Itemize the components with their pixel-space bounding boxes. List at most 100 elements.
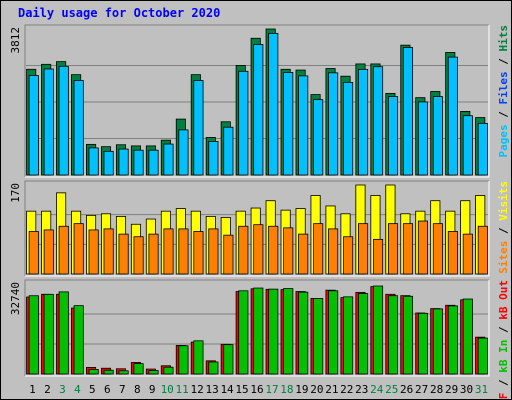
bar-top-pages-day-4: [73, 80, 84, 176]
bar-bottom-kb_in-day-21: [328, 290, 339, 375]
bar-top-pages-day-11: [178, 129, 189, 176]
bar-bottom-kb_in-day-8: [133, 363, 144, 375]
bar-bottom-kb_in-day-5: [88, 369, 99, 375]
bar-middle-sites-day-4: [73, 223, 84, 275]
legend-separator: /: [497, 320, 510, 340]
bar-middle-sites-day-5: [88, 229, 99, 275]
bar-middle-sites-day-20: [313, 223, 324, 275]
bar-bottom-kb_in-day-18: [283, 288, 294, 375]
y-axis-max-label: 170: [9, 183, 22, 203]
x-tick-label-day-5: 5: [89, 383, 96, 396]
bar-top-pages-day-27: [417, 101, 428, 176]
bar-top-pages-day-7: [118, 148, 129, 176]
bar-middle-sites-day-10: [163, 228, 174, 275]
bar-bottom-kb_in-day-13: [208, 361, 219, 375]
bar-top-pages-day-28: [432, 96, 443, 176]
x-tick-label-day-10: 10: [161, 383, 174, 396]
x-tick-label-day-16: 16: [250, 383, 263, 396]
bar-bottom-kb_in-day-25: [387, 295, 399, 375]
bar-bottom-kb_in-day-10: [163, 366, 174, 375]
bar-middle-sites-day-6: [103, 228, 114, 275]
bar-middle-sites-day-3: [58, 225, 69, 275]
bar-middle-sites-day-23: [358, 223, 369, 275]
x-tick-label-day-28: 28: [430, 383, 443, 396]
bar-bottom-kb_in-day-3: [58, 291, 69, 375]
bar-middle-sites-day-21: [328, 228, 339, 275]
bar-bottom-kb_in-day-16: [253, 287, 264, 375]
panel-bevel-light: [25, 25, 490, 178]
bar-top-pages-day-3: [58, 65, 69, 176]
bar-bottom-kb_in-day-31: [477, 337, 488, 375]
bar-middle-sites-day-13: [208, 228, 219, 275]
bar-bottom-kb_in-day-6: [103, 369, 114, 375]
bar-middle-sites-day-2: [43, 229, 54, 275]
bar-middle-sites-day-30: [462, 233, 473, 275]
bar-bottom-kb_in-day-24: [373, 285, 384, 375]
bar-top-pages-day-31: [477, 122, 488, 176]
legend-separator: /: [497, 221, 510, 241]
panel-bevel-dark: [24, 180, 489, 276]
bar-top-pages-day-10: [163, 143, 174, 176]
x-tick-label-day-14: 14: [220, 383, 234, 396]
bar-bottom-kb_in-day-26: [402, 295, 414, 375]
bar-middle-sites-day-26: [402, 223, 414, 275]
bar-top-pages-day-23: [358, 68, 369, 176]
bar-middle-sites-day-22: [343, 236, 354, 275]
x-tick-label-day-23: 23: [355, 383, 368, 396]
bar-middle-sites-day-18: [283, 227, 294, 275]
y-axis-max-label: 32740: [9, 282, 22, 315]
legend-item-visits: Visits: [497, 181, 510, 221]
x-tick-label-day-27: 27: [415, 383, 428, 396]
legend-item-pages: Pages: [497, 124, 510, 157]
legend-separator: /: [497, 373, 510, 393]
bar-bottom-kb_in-day-20: [313, 298, 324, 375]
bar-middle-sites-day-15: [238, 225, 249, 275]
panel-bevel-light: [25, 280, 490, 377]
bar-top-pages-day-12: [193, 80, 204, 176]
legend-separator: /: [497, 52, 510, 72]
x-tick-label-day-19: 19: [295, 383, 308, 396]
bar-bottom-kb_in-day-23: [358, 293, 369, 375]
bar-top-pages-day-25: [387, 96, 399, 176]
x-tick-label-day-21: 21: [325, 383, 338, 396]
legend-bottom: kB F / kB In / kB Out: [497, 280, 510, 400]
bar-bottom-kb_in-day-11: [178, 345, 189, 375]
bar-bottom-kb_in-day-14: [223, 344, 234, 375]
x-tick-label-day-4: 4: [74, 383, 81, 396]
bar-top-pages-day-19: [298, 75, 309, 176]
bar-middle-sites-day-11: [178, 228, 189, 275]
x-tick-label-day-31: 31: [475, 383, 488, 396]
page-title: Daily usage for October 2020: [18, 6, 221, 20]
bar-top-pages-day-16: [253, 44, 264, 176]
bar-middle-sites-day-1: [28, 231, 39, 275]
bar-top-pages-day-9: [148, 149, 159, 176]
x-tick-label-day-30: 30: [460, 383, 473, 396]
x-tick-label-day-22: 22: [340, 383, 353, 396]
bar-bottom-kb_in-day-9: [148, 370, 159, 375]
legend-item-kb_out: kB Out: [497, 280, 510, 320]
legend-item-kb_in: kB In: [497, 340, 510, 373]
bar-top-pages-day-15: [238, 70, 249, 176]
bar-middle-sites-day-16: [253, 224, 264, 275]
x-tick-label-day-13: 13: [205, 383, 218, 396]
x-tick-label-day-2: 2: [44, 383, 51, 396]
bar-middle-sites-day-19: [298, 233, 309, 275]
bar-top-pages-day-24: [373, 66, 384, 176]
bar-middle-sites-day-12: [193, 231, 204, 275]
panel-bevel-dark: [24, 279, 489, 376]
bar-top-pages-day-17: [268, 32, 279, 176]
x-tick-label-day-12: 12: [191, 383, 204, 396]
x-tick-label-day-18: 18: [280, 383, 293, 396]
bar-bottom-kb_in-day-28: [432, 308, 443, 375]
x-tick-label-day-7: 7: [119, 383, 126, 396]
x-tick-label-day-26: 26: [400, 383, 413, 396]
bar-top-pages-day-21: [328, 72, 339, 176]
legend-middle: Sites / Visits: [497, 181, 510, 274]
x-tick-label-day-9: 9: [149, 383, 156, 396]
bar-top-pages-day-22: [343, 81, 354, 176]
bar-top-pages-day-2: [43, 68, 54, 176]
bar-bottom-kb_in-day-1: [28, 295, 39, 375]
x-tick-label-day-25: 25: [385, 383, 398, 396]
bar-middle-sites-day-14: [223, 234, 234, 275]
